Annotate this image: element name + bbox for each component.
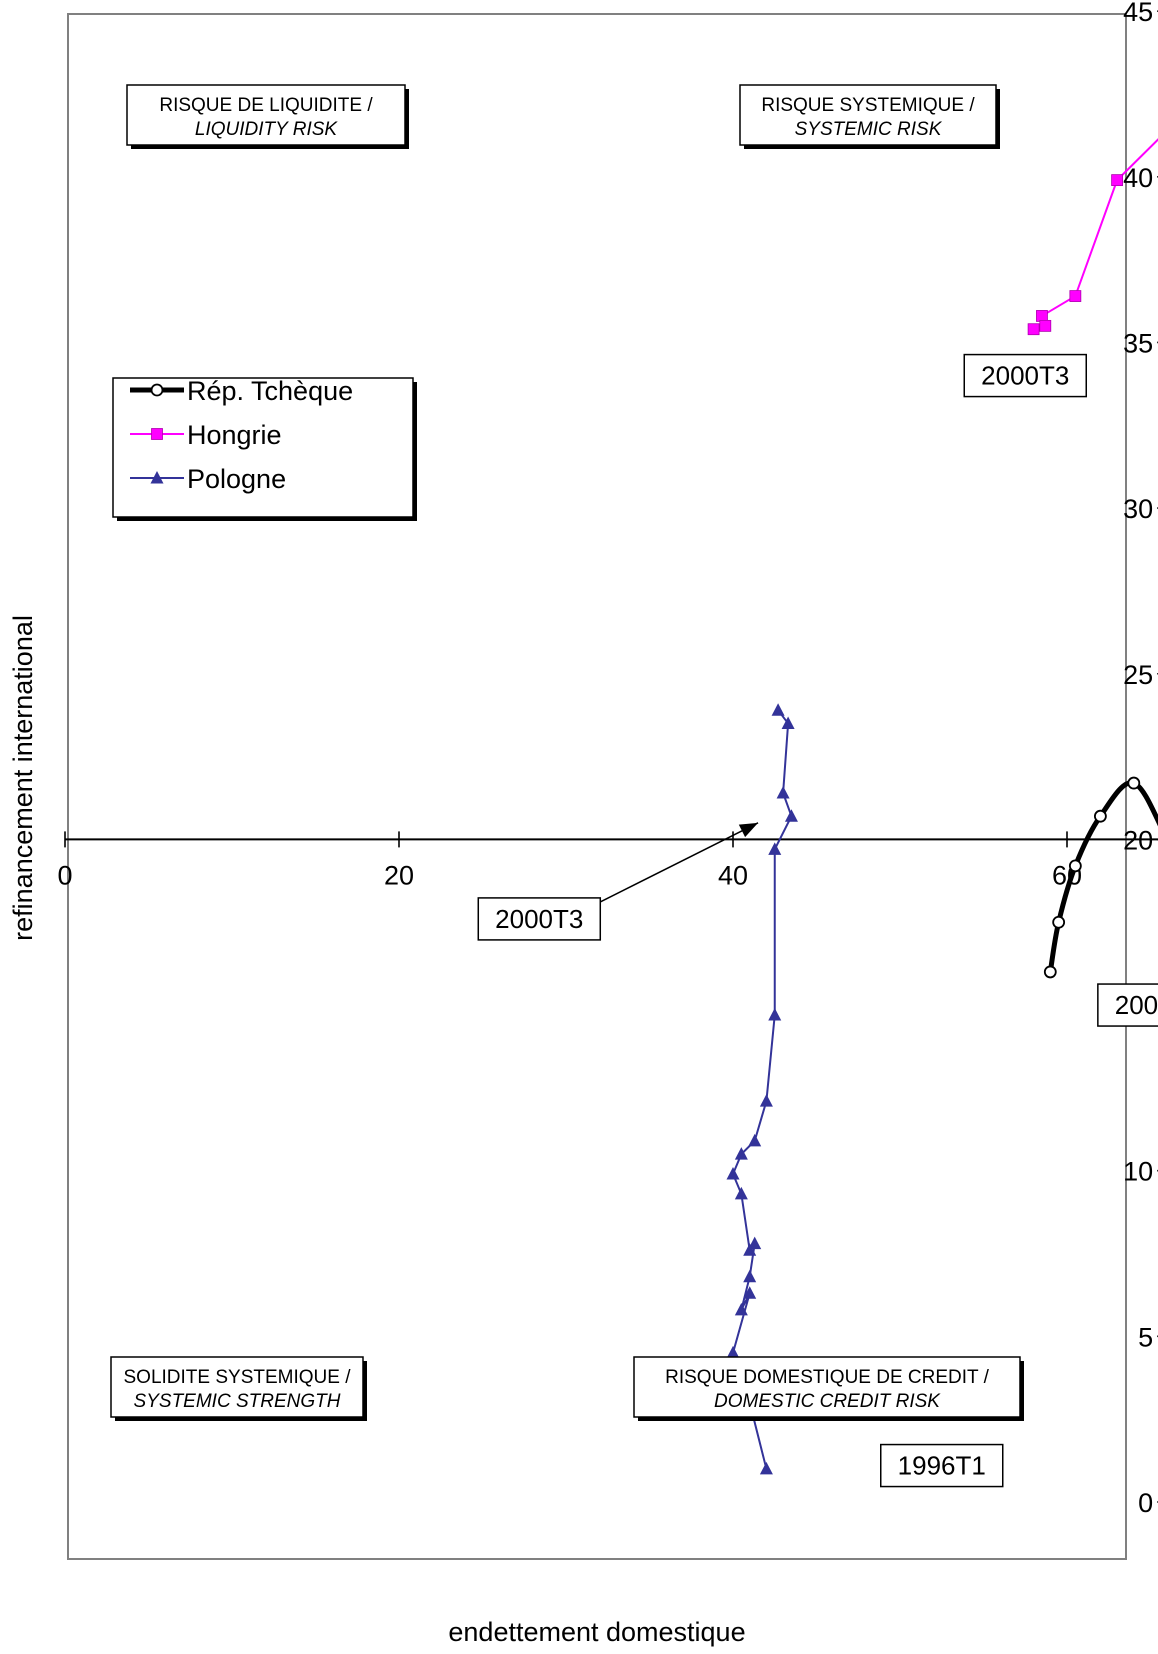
data-point — [781, 716, 795, 729]
data-point — [1039, 319, 1052, 332]
series-1 — [1027, 138, 1158, 336]
data-point — [748, 1133, 762, 1147]
data-point — [734, 1302, 748, 1316]
data-point — [734, 1147, 748, 1160]
data-point — [784, 809, 798, 822]
annotation-label: 2000T4 — [1115, 990, 1158, 1020]
data-point — [1127, 776, 1141, 790]
y-tick-label: 5 — [1138, 1322, 1153, 1352]
legend-marker — [151, 428, 163, 440]
data-point — [768, 1007, 782, 1021]
y-tick-label: 20 — [1123, 825, 1153, 855]
data-point — [759, 1461, 773, 1475]
data-point — [1111, 174, 1123, 187]
y-tick-label: 10 — [1123, 1157, 1153, 1187]
quadrant-label-line2: SYSTEMIC RISK — [795, 119, 943, 140]
annotation-label: 2000T3 — [495, 904, 583, 934]
quadrant-label-line1: RISQUE DE LIQUIDITE / — [159, 95, 373, 116]
legend-marker — [150, 383, 164, 397]
plot-frame — [67, 13, 1127, 1560]
legend-label: Rép. Tchèque — [187, 376, 353, 406]
data-point — [1027, 323, 1040, 336]
annotation-arrow — [599, 822, 759, 903]
data-point — [748, 1236, 762, 1250]
series-layer — [726, 138, 1158, 1475]
data-point — [776, 786, 790, 799]
data-point — [1052, 915, 1066, 929]
data-point — [1043, 965, 1057, 979]
data-point — [768, 842, 782, 855]
data-point — [743, 1243, 757, 1256]
y-tick-label: 35 — [1123, 328, 1153, 358]
annotation-box — [880, 1443, 1004, 1488]
x-axis-label: endettement domestique — [448, 1617, 745, 1647]
annotation-box — [963, 353, 1087, 398]
axes: 020406080100120510152025303540450 — [57, 0, 1158, 1518]
data-point — [726, 1345, 740, 1359]
x-tick-label: 0 — [57, 860, 72, 890]
y-tick-label: 45 — [1123, 0, 1153, 27]
quadrant-box — [126, 84, 406, 146]
series-line — [1047, 780, 1158, 975]
data-point — [726, 1167, 740, 1180]
annotation-label: 2000T3 — [981, 361, 1069, 391]
data-point — [1068, 859, 1082, 873]
y-tick-label: 30 — [1123, 494, 1153, 524]
quadrant-label-line2: DOMESTIC CREDIT RISK — [714, 1391, 941, 1412]
legend: Rép. Tchèque Hongrie Pologne — [112, 376, 417, 521]
legend-box — [112, 377, 414, 518]
annotation-box — [1097, 983, 1158, 1027]
annotation-box — [477, 897, 602, 941]
quadrant-label-line2: SYSTEMIC STRENGTH — [134, 1391, 341, 1412]
y-tick-label: 25 — [1123, 660, 1153, 690]
quadrant-label-line1: SOLIDITE SYSTEMIQUE / — [124, 1367, 352, 1388]
data-point — [1094, 809, 1107, 823]
legend-label: Hongrie — [187, 420, 282, 450]
legend-label: Pologne — [187, 464, 286, 494]
series-0 — [1043, 776, 1158, 979]
quadrant-box — [633, 1356, 1021, 1418]
data-point — [1036, 310, 1048, 322]
annotation-layer: 2000T31996T12000T41996T12000T31996T1 — [477, 353, 1158, 1488]
annotation-label: 1996T1 — [898, 1451, 986, 1481]
quadrant-label-layer: RISQUE DE LIQUIDITE / LIQUIDITY RISK RISQU… — [110, 84, 1024, 1421]
series-line — [732, 709, 793, 1470]
data-point — [734, 1186, 748, 1200]
y-tick-label: 0 — [1138, 1488, 1153, 1518]
quadrant-label-line2: LIQUIDITY RISK — [195, 119, 339, 140]
y-tick-label: 40 — [1123, 163, 1153, 193]
legend-shadow-bottom — [117, 517, 417, 521]
data-point — [771, 703, 785, 716]
data-point — [759, 1094, 773, 1107]
data-point — [1069, 290, 1082, 302]
quadrant-label-line1: RISQUE DOMESTIQUE DE CREDIT / — [665, 1367, 989, 1388]
legend-shadow-right — [413, 382, 417, 521]
quadrant-box — [739, 84, 997, 146]
quadrant-box — [110, 1356, 364, 1418]
y-axis-label: refinancement international — [8, 615, 38, 941]
quadrant-label-line1: RISQUE SYSTEMIQUE / — [761, 95, 975, 116]
x-tick-label: 40 — [718, 860, 748, 890]
data-point — [743, 1269, 757, 1283]
x-tick-label: 20 — [384, 860, 414, 890]
legend-marker — [150, 471, 164, 484]
annotation-arrowhead — [738, 822, 759, 838]
data-point — [743, 1286, 757, 1299]
